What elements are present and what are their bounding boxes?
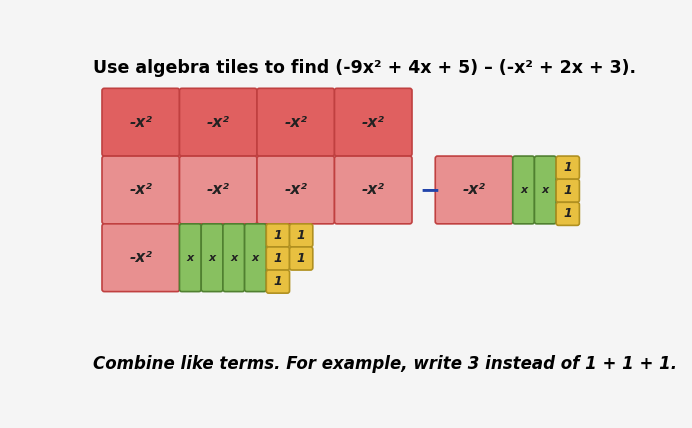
- Text: 1: 1: [273, 252, 282, 265]
- FancyBboxPatch shape: [223, 224, 244, 291]
- Text: -x²: -x²: [284, 182, 307, 197]
- FancyBboxPatch shape: [102, 156, 179, 224]
- FancyBboxPatch shape: [257, 88, 334, 156]
- Text: -x²: -x²: [462, 182, 485, 197]
- Text: −: −: [420, 178, 441, 202]
- FancyBboxPatch shape: [556, 156, 579, 179]
- FancyBboxPatch shape: [289, 224, 313, 247]
- FancyBboxPatch shape: [556, 202, 579, 226]
- Text: -x²: -x²: [207, 115, 230, 130]
- Text: 1: 1: [563, 184, 572, 197]
- Text: -x²: -x²: [284, 115, 307, 130]
- Text: x: x: [208, 253, 216, 263]
- Text: -x²: -x²: [129, 115, 152, 130]
- FancyBboxPatch shape: [201, 224, 223, 291]
- FancyBboxPatch shape: [334, 156, 412, 224]
- Text: x: x: [187, 253, 194, 263]
- Text: Use algebra tiles to find (-9x² + 4x + 5) – (-x² + 2x + 3).: Use algebra tiles to find (-9x² + 4x + 5…: [93, 59, 636, 77]
- FancyBboxPatch shape: [266, 247, 289, 270]
- Text: 1: 1: [563, 207, 572, 220]
- Text: Combine like terms. For example, write 3 instead of 1 + 1 + 1.: Combine like terms. For example, write 3…: [93, 355, 677, 373]
- FancyBboxPatch shape: [266, 224, 289, 247]
- FancyBboxPatch shape: [289, 247, 313, 270]
- Text: x: x: [252, 253, 259, 263]
- Text: 1: 1: [297, 252, 306, 265]
- Text: -x²: -x²: [129, 182, 152, 197]
- Text: 1: 1: [563, 161, 572, 174]
- FancyBboxPatch shape: [179, 156, 257, 224]
- FancyBboxPatch shape: [102, 88, 179, 156]
- Text: -x²: -x²: [129, 250, 152, 265]
- Text: x: x: [542, 185, 549, 195]
- FancyBboxPatch shape: [179, 88, 257, 156]
- FancyBboxPatch shape: [556, 179, 579, 202]
- Text: -x²: -x²: [362, 115, 385, 130]
- Text: x: x: [520, 185, 527, 195]
- FancyBboxPatch shape: [435, 156, 513, 224]
- Text: 1: 1: [297, 229, 306, 242]
- FancyBboxPatch shape: [266, 270, 289, 293]
- Text: -x²: -x²: [362, 182, 385, 197]
- Text: x: x: [230, 253, 237, 263]
- FancyBboxPatch shape: [334, 88, 412, 156]
- FancyBboxPatch shape: [179, 224, 201, 291]
- FancyBboxPatch shape: [513, 156, 534, 224]
- FancyBboxPatch shape: [534, 156, 556, 224]
- Text: 1: 1: [273, 275, 282, 288]
- FancyBboxPatch shape: [244, 224, 266, 291]
- Text: 1: 1: [273, 229, 282, 242]
- Text: -x²: -x²: [207, 182, 230, 197]
- FancyBboxPatch shape: [257, 156, 334, 224]
- FancyBboxPatch shape: [102, 224, 179, 291]
